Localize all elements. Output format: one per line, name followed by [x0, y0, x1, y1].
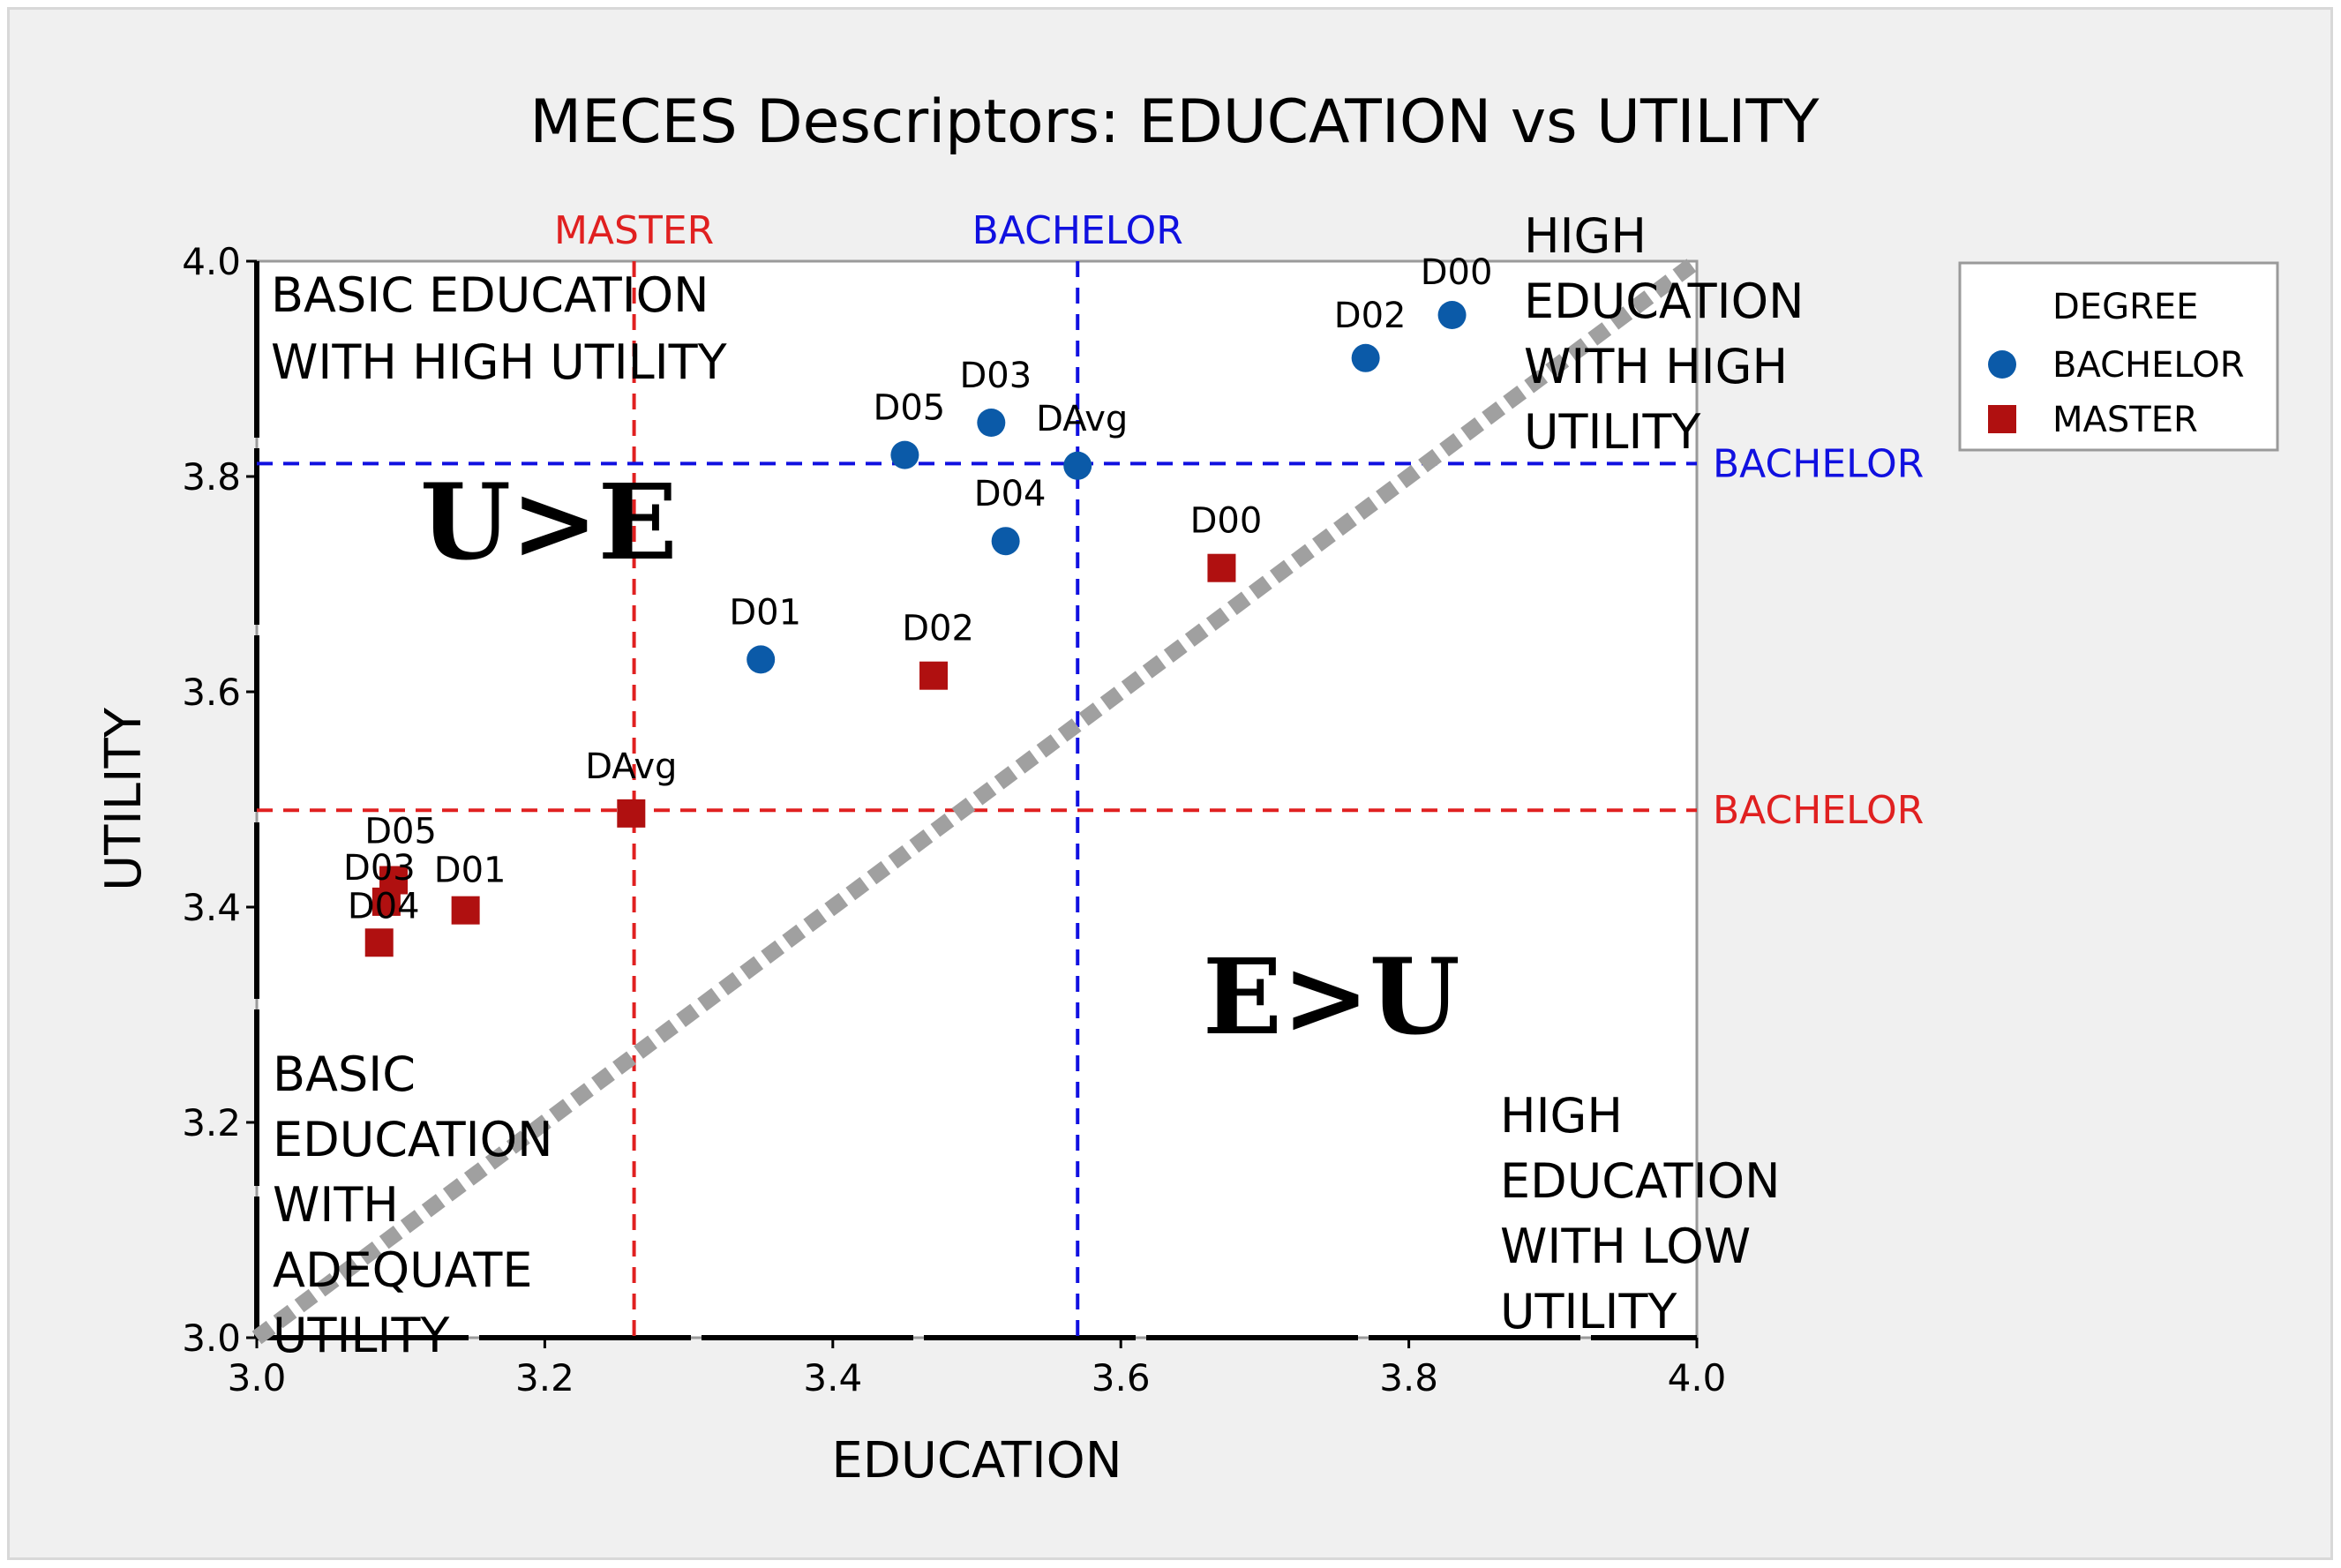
point-label: D04 — [974, 474, 1047, 514]
point-label: D05 — [364, 812, 437, 852]
y-tick-label: 3.6 — [182, 671, 241, 714]
point-label: D04 — [348, 886, 420, 927]
chart-title: MECES Descriptors: EDUCATION vs UTILITY — [529, 87, 1820, 157]
reference-line-label: BACHELOR — [1713, 441, 1924, 486]
point-label: D03 — [343, 848, 416, 889]
annotation-top-right: EDUCATION — [1524, 274, 1805, 329]
legend-marker-master — [1988, 405, 2016, 433]
point-label: D01 — [729, 592, 801, 633]
x-axis-label: EDUCATION — [831, 1432, 1122, 1489]
point-label: D01 — [434, 851, 506, 891]
master-point — [1207, 553, 1236, 582]
master-point — [371, 887, 401, 916]
annotation-bottom-left: UTILITY — [273, 1308, 450, 1363]
annotation-top-left: WITH HIGH UTILITY — [271, 334, 728, 390]
y-tick-label: 3.0 — [182, 1317, 241, 1360]
chart-frame: MECES Descriptors: EDUCATION vs UTILITY … — [7, 7, 2333, 1560]
bachelor-point — [890, 440, 919, 469]
y-axis-label: UTILITY — [95, 707, 153, 891]
legend-marker-bachelor — [1988, 350, 2016, 379]
reference-line-label: BACHELOR — [1713, 788, 1924, 833]
region-label-lower: E>U — [1203, 935, 1460, 1058]
point-label: DAvg — [1036, 399, 1128, 439]
annotation-bottom-left: WITH — [273, 1177, 399, 1233]
master-point — [617, 799, 646, 828]
legend-entry-label: MASTER — [2052, 400, 2198, 440]
region-label-upper: U>E — [420, 461, 678, 583]
y-tick-label: 3.2 — [182, 1101, 241, 1144]
point-label: D02 — [902, 609, 974, 649]
y-tick-label: 3.8 — [182, 455, 241, 499]
point-label: D02 — [1334, 296, 1407, 336]
bachelor-point — [747, 645, 776, 674]
reference-line-label: MASTER — [554, 208, 714, 253]
annotation-bottom-left: ADEQUATE — [273, 1242, 533, 1298]
y-tick-label: 4.0 — [182, 240, 241, 283]
bachelor-point — [1437, 301, 1467, 329]
point-label: D00 — [1421, 252, 1493, 293]
annotation-top-right: HIGH — [1524, 208, 1647, 264]
legend-entry-label: BACHELOR — [2052, 345, 2245, 386]
x-tick-label: 3.2 — [515, 1356, 574, 1399]
point-label: DAvg — [585, 746, 677, 787]
annotation-bottom-right: EDUCATION — [1500, 1153, 1781, 1209]
bachelor-point — [991, 527, 1020, 556]
x-tick-label: 3.6 — [1092, 1356, 1151, 1399]
master-point — [364, 928, 394, 957]
annotation-bottom-right: HIGH — [1500, 1088, 1623, 1144]
annotation-bottom-right: UTILITY — [1500, 1284, 1677, 1339]
x-tick-label: 3.8 — [1379, 1356, 1438, 1399]
x-tick-label: 3.4 — [803, 1356, 862, 1399]
master-point — [451, 896, 480, 925]
bachelor-point — [977, 409, 1006, 437]
master-point — [919, 661, 949, 690]
annotation-top-right: UTILITY — [1524, 404, 1701, 460]
point-label: D03 — [959, 356, 1032, 396]
reference-line-label: BACHELOR — [972, 208, 1183, 253]
diagonal-line — [251, 254, 1702, 1345]
y-tick-label: 3.4 — [182, 886, 241, 929]
annotation-top-right: WITH HIGH — [1524, 339, 1788, 394]
point-label: D00 — [1190, 501, 1263, 542]
annotation-top-left: BASIC EDUCATION — [271, 267, 709, 323]
x-tick-label: 3.0 — [228, 1356, 287, 1399]
bachelor-point — [1063, 451, 1092, 480]
annotation-bottom-left: EDUCATION — [273, 1112, 553, 1167]
bachelor-point — [1351, 343, 1380, 372]
legend-title: DEGREE — [2052, 287, 2198, 327]
annotation-bottom-left: BASIC — [273, 1047, 416, 1102]
point-label: D05 — [874, 388, 946, 429]
scatter-chart: MECES Descriptors: EDUCATION vs UTILITY … — [95, 87, 2279, 1489]
annotation-bottom-right: WITH LOW — [1500, 1219, 1751, 1274]
x-tick-label: 4.0 — [1668, 1356, 1727, 1399]
